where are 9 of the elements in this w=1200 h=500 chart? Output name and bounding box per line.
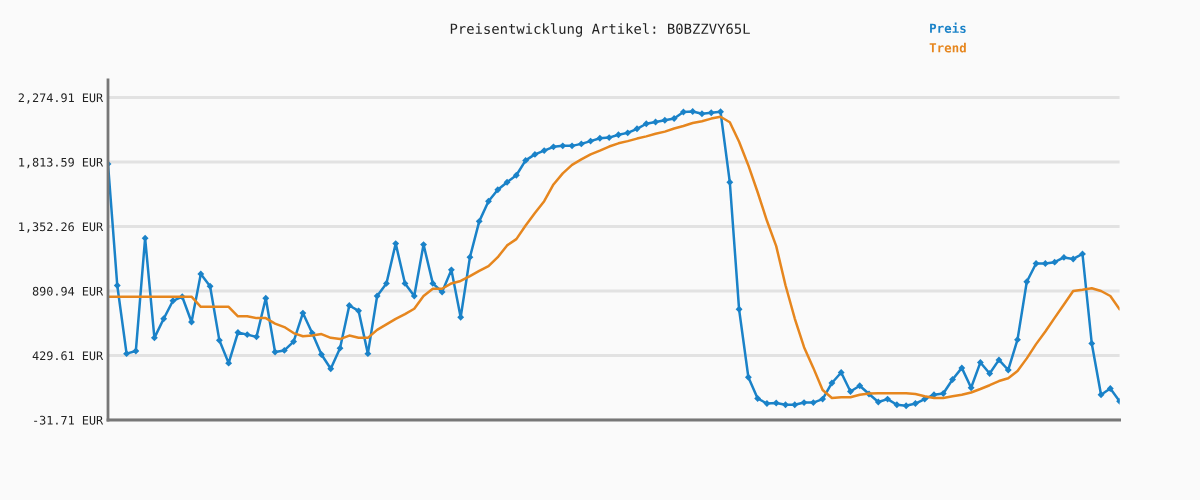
chart-title: Preisentwicklung Artikel: B0BZZVY65L bbox=[450, 23, 750, 37]
y-tick-label: 1,352.26 EUR bbox=[19, 222, 104, 233]
y-tick-label: 429.61 EUR bbox=[32, 351, 104, 361]
y-tick-label: 890.94 EUR bbox=[32, 286, 104, 296]
text: Trend bbox=[929, 42, 966, 53]
y-tick-label: -31.71 EUR bbox=[34, 415, 104, 425]
y-tick-label: 2,274.91 EUR bbox=[18, 93, 104, 104]
text: Preis bbox=[930, 22, 966, 33]
y-tick-label: 1,813.59 EUR bbox=[19, 157, 104, 169]
